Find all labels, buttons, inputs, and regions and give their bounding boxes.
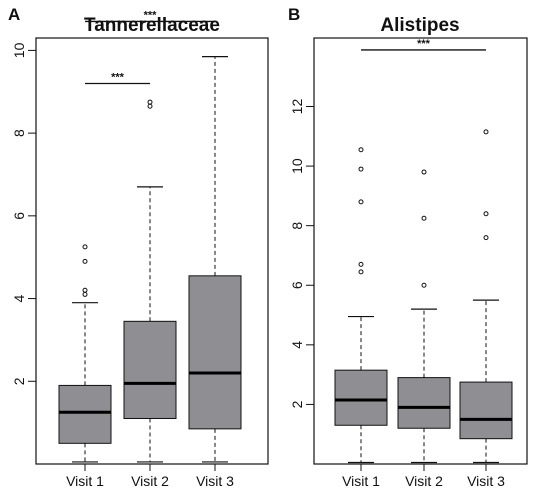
y-tick-label: 8 (11, 129, 27, 137)
outlier-point (358, 166, 364, 172)
panel-title: Alistipes (380, 15, 459, 36)
outlier-point (82, 291, 88, 297)
box-iqr (58, 384, 112, 444)
box-visit-1 (58, 244, 112, 463)
box-visit-3 (188, 56, 242, 463)
outlier-point (483, 129, 489, 135)
x-tick-label: Visit 1 (66, 473, 104, 489)
box-iqr (123, 320, 177, 420)
box-iqr (459, 381, 513, 440)
outlier-point (358, 147, 364, 153)
y-tick-label: 8 (289, 222, 305, 230)
box-visit-1 (334, 147, 388, 464)
outlier-point (147, 99, 153, 105)
plot-frame (313, 37, 528, 465)
x-tick-label: Visit 2 (405, 473, 443, 489)
plot-frame (35, 37, 269, 465)
y-tick-label: 4 (11, 294, 27, 302)
box-visit-3 (459, 129, 513, 464)
panel-b: B Alistipes 2 4 6 8 10 12 Visit 1 Visit 2 Visit 3 *… (288, 5, 528, 489)
significance-label: *** (111, 71, 125, 83)
box-visit-2 (397, 169, 451, 464)
y-tick-label: 12 (289, 99, 305, 115)
x-tick-label: Visit 2 (131, 473, 169, 489)
significance-label: *** (417, 38, 431, 50)
significance-label: *** (144, 9, 158, 21)
box-iqr (334, 369, 388, 426)
box-iqr (188, 275, 242, 430)
panel-letter: A (8, 5, 20, 24)
outlier-point (82, 287, 88, 293)
x-tick-label: Visit 1 (342, 473, 380, 489)
x-tick-label: Visit 3 (196, 473, 234, 489)
y-tick-label: 10 (11, 42, 27, 58)
outlier-point (483, 211, 489, 217)
outlier-point (421, 215, 427, 221)
y-tick-label: 2 (289, 400, 305, 408)
outlier-point (147, 103, 153, 109)
panel-title: Tannerellaceae (84, 15, 220, 36)
outlier-point (483, 235, 489, 241)
y-tick-label: 4 (289, 341, 305, 349)
box-iqr (397, 377, 451, 429)
x-tick-label: Visit 3 (467, 473, 505, 489)
y-tick-label: 6 (289, 281, 305, 289)
panel-a: A Tannerellaceae 2 4 6 8 10 Visit 1 Visit 2 Visit… (8, 5, 269, 489)
box-visit-2 (123, 99, 177, 463)
outlier-point (358, 199, 364, 205)
outlier-point (421, 169, 427, 175)
outlier-point (358, 269, 364, 275)
y-tick-label: 2 (11, 377, 27, 385)
y-tick-label: 6 (11, 212, 27, 220)
outlier-point (421, 282, 427, 288)
y-tick-label: 10 (289, 158, 305, 174)
outlier-point (82, 258, 88, 264)
panel-letter: B (288, 5, 300, 24)
outlier-point (358, 261, 364, 267)
outlier-point (82, 244, 88, 250)
